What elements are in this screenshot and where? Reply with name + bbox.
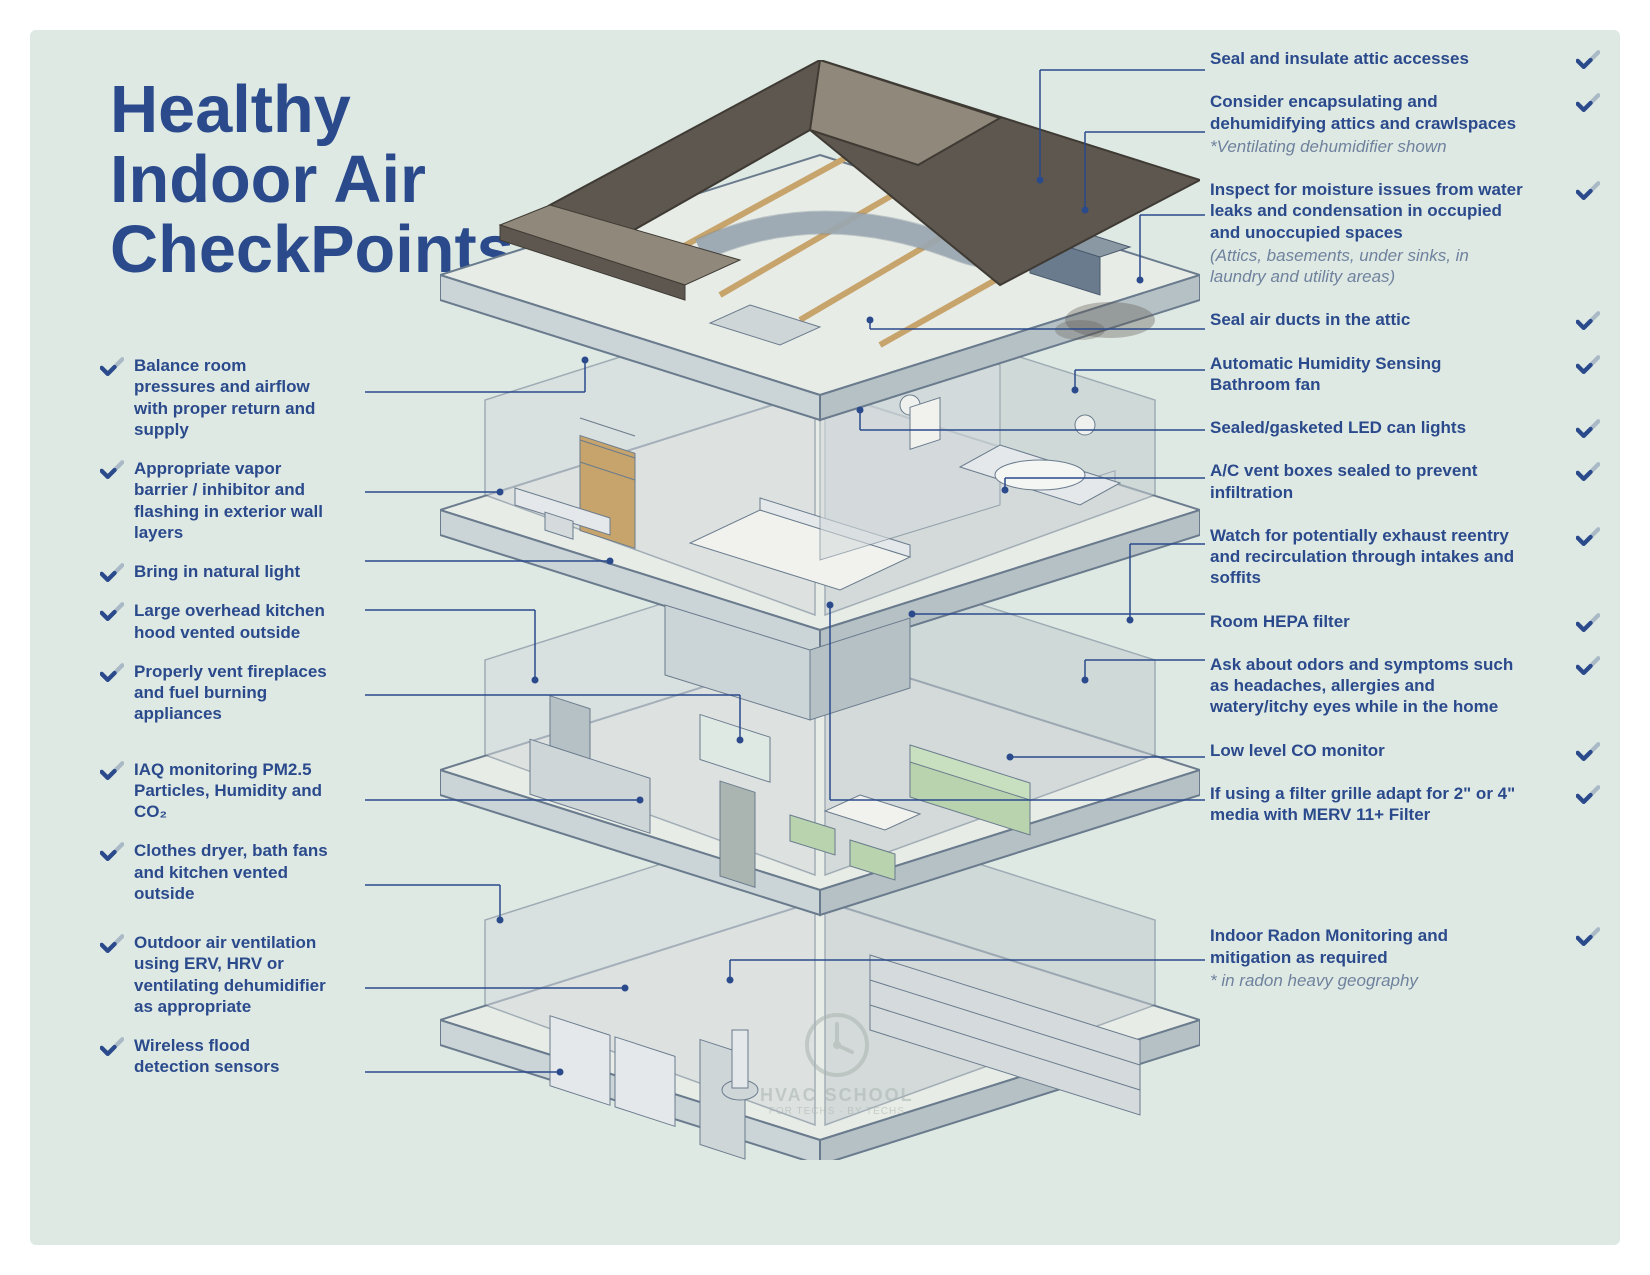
item-text: Low level CO monitor — [1210, 741, 1385, 760]
item-text: A/C vent boxes sealed to prevent infiltr… — [1210, 461, 1477, 501]
right-item: Seal and insulate attic accesses — [1210, 48, 1560, 69]
watermark-logo: HVAC SCHOOL FOR TECHS · BY TECHS — [760, 1010, 914, 1117]
item-text: Properly vent fireplaces and fuel burnin… — [134, 662, 327, 724]
right-item: Ask about odors and symptoms such as hea… — [1210, 654, 1560, 718]
checkmark-icon — [100, 1037, 124, 1062]
item-text: Room HEPA filter — [1210, 612, 1350, 631]
right-item: Automatic Humidity Sensing Bathroom fan — [1210, 353, 1560, 396]
item-text: Automatic Humidity Sensing Bathroom fan — [1210, 354, 1441, 394]
item-text: Outdoor air ventilation using ERV, HRV o… — [134, 933, 326, 1016]
left-item: Balance room pressures and airflow with … — [100, 355, 330, 440]
checkmark-icon — [1576, 927, 1600, 952]
right-item: Watch for potentially exhaust reentry an… — [1210, 525, 1560, 589]
house-illustration — [440, 60, 1200, 1160]
item-text: Inspect for moisture issues from water l… — [1210, 180, 1523, 242]
right-item: A/C vent boxes sealed to prevent infiltr… — [1210, 460, 1560, 503]
checkmark-icon — [1576, 50, 1600, 75]
checkmark-icon — [1576, 785, 1600, 810]
right-item: Consider encapsulating and dehumidifying… — [1210, 91, 1560, 157]
item-text: Consider encapsulating and dehumidifying… — [1210, 92, 1516, 132]
logo-title: HVAC SCHOOL — [760, 1085, 914, 1106]
item-text: Wireless flood detection sensors — [134, 1036, 280, 1076]
checkmark-icon — [1576, 656, 1600, 681]
checkmark-icon — [1576, 462, 1600, 487]
checkmark-icon — [1576, 311, 1600, 336]
checkmark-icon — [100, 460, 124, 485]
item-text: Large overhead kitchen hood vented outsi… — [134, 601, 325, 641]
item-subtext: *Ventilating dehumidifier shown — [1210, 136, 1526, 157]
item-text: Seal and insulate attic accesses — [1210, 49, 1469, 68]
checkmark-icon — [100, 842, 124, 867]
item-text: Sealed/gasketed LED can lights — [1210, 418, 1466, 437]
item-text: Appropriate vapor barrier / inhibitor an… — [134, 459, 323, 542]
right-item: Low level CO monitor — [1210, 740, 1560, 761]
right-item: Inspect for moisture issues from water l… — [1210, 179, 1560, 287]
item-subtext: * in radon heavy geography — [1210, 970, 1526, 991]
left-item: Large overhead kitchen hood vented outsi… — [100, 600, 330, 643]
checkmark-icon — [100, 563, 124, 588]
right-item: Sealed/gasketed LED can lights — [1210, 417, 1560, 438]
item-subtext: (Attics, basements, under sinks, in laun… — [1210, 245, 1526, 288]
item-text: IAQ monitoring PM2.5 Particles, Humidity… — [134, 760, 322, 822]
checkmark-icon — [100, 761, 124, 786]
checkmark-icon — [1576, 93, 1600, 118]
checkmark-icon — [1576, 181, 1600, 206]
left-item: Outdoor air ventilation using ERV, HRV o… — [100, 932, 330, 1017]
checkmark-icon — [1576, 613, 1600, 638]
checkmark-icon — [100, 663, 124, 688]
checkmark-icon — [1576, 419, 1600, 444]
right-item: Seal air ducts in the attic — [1210, 309, 1560, 330]
left-item: IAQ monitoring PM2.5 Particles, Humidity… — [100, 759, 330, 823]
checkmark-icon — [1576, 742, 1600, 767]
left-item: Properly vent fireplaces and fuel burnin… — [100, 661, 330, 725]
left-checklist: Balance room pressures and airflow with … — [100, 355, 330, 1100]
checkmark-icon — [100, 934, 124, 959]
checkmark-icon — [100, 602, 124, 627]
item-text: If using a filter grille adapt for 2" or… — [1210, 784, 1515, 824]
logo-tagline: FOR TECHS · BY TECHS — [760, 1106, 914, 1117]
checkmark-icon — [1576, 355, 1600, 380]
item-text: Ask about odors and symptoms such as hea… — [1210, 655, 1513, 717]
left-item: Appropriate vapor barrier / inhibitor an… — [100, 458, 330, 543]
left-item: Clothes dryer, bath fans and kitchen ven… — [100, 840, 330, 904]
checkmark-icon — [1576, 527, 1600, 552]
item-text: Bring in natural light — [134, 562, 300, 581]
item-text: Watch for potentially exhaust reentry an… — [1210, 526, 1514, 588]
right-item: If using a filter grille adapt for 2" or… — [1210, 783, 1560, 826]
item-text: Clothes dryer, bath fans and kitchen ven… — [134, 841, 328, 903]
item-text: Seal air ducts in the attic — [1210, 310, 1410, 329]
checkmark-icon — [100, 357, 124, 382]
left-item: Bring in natural light — [100, 561, 330, 582]
left-item: Wireless flood detection sensors — [100, 1035, 330, 1078]
item-text: Indoor Radon Monitoring and mitigation a… — [1210, 926, 1448, 966]
right-item: Room HEPA filter — [1210, 611, 1560, 632]
item-text: Balance room pressures and airflow with … — [134, 356, 315, 439]
right-item: Indoor Radon Monitoring and mitigation a… — [1210, 925, 1560, 991]
right-checklist: Seal and insulate attic accesses Consider… — [1210, 48, 1560, 1013]
